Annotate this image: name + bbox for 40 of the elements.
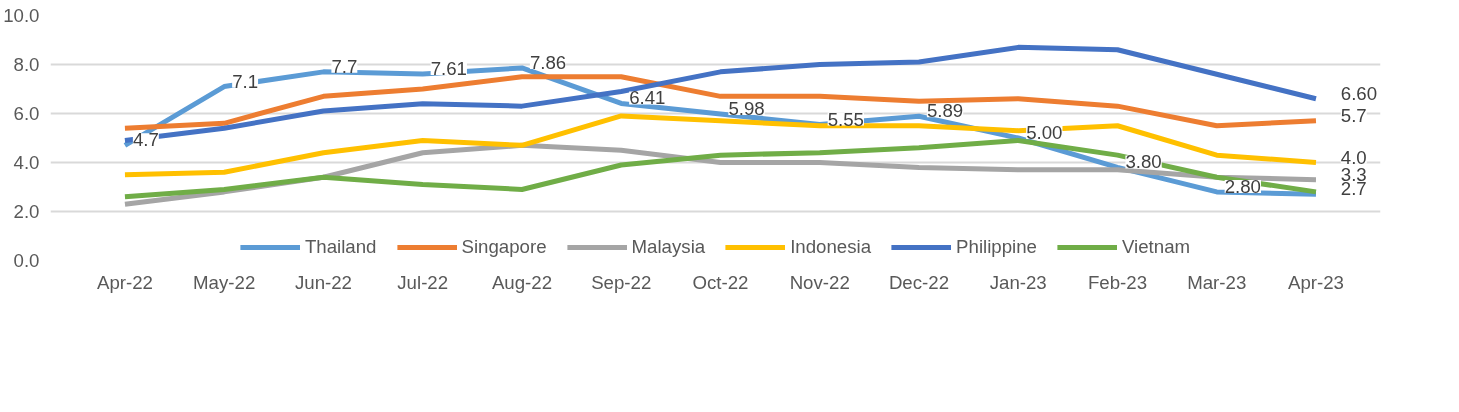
data-label: 4.0 bbox=[1340, 146, 1367, 168]
legend-label: Vietnam bbox=[1121, 236, 1191, 258]
data-label: 3.80 bbox=[1125, 151, 1162, 173]
x-tick-label: Jun-22 bbox=[294, 271, 352, 293]
x-tick-label: Feb-23 bbox=[1087, 271, 1148, 293]
y-tick-label: 8.0 bbox=[13, 54, 40, 75]
legend-label: Singapore bbox=[461, 236, 547, 258]
data-label: 5.89 bbox=[926, 100, 964, 122]
legend-label: Indonesia bbox=[790, 236, 872, 258]
x-tick-label: Sep-22 bbox=[591, 271, 652, 293]
data-label: 5.55 bbox=[827, 108, 864, 130]
data-label: 7.61 bbox=[430, 58, 467, 80]
legend-label: Philippine bbox=[956, 236, 1037, 258]
data-label: 2.80 bbox=[1224, 175, 1261, 197]
data-label: 5.00 bbox=[1026, 122, 1063, 143]
x-tick-label: Dec-22 bbox=[888, 271, 950, 293]
y-tick-label: 2.0 bbox=[13, 201, 40, 222]
x-tick-label: Jan-23 bbox=[989, 271, 1047, 293]
x-tick-label: Aug-22 bbox=[491, 271, 553, 293]
y-tick-label: 10.0 bbox=[3, 5, 40, 26]
legend-label: Malaysia bbox=[631, 236, 706, 258]
data-label: 5.98 bbox=[728, 97, 765, 119]
x-tick-label: Mar-23 bbox=[1187, 271, 1247, 293]
x-tick-label: Oct-22 bbox=[692, 271, 749, 293]
x-tick-label: Jul-22 bbox=[397, 271, 449, 293]
x-tick-label: May-22 bbox=[193, 271, 256, 293]
data-label: 7.1 bbox=[232, 70, 259, 92]
data-label: 7.7 bbox=[331, 55, 358, 77]
data-label: 7.86 bbox=[529, 51, 567, 73]
x-tick-label: Apr-23 bbox=[1287, 271, 1344, 293]
data-label: 4.7 bbox=[132, 129, 159, 151]
legend-label: Thailand bbox=[304, 236, 377, 258]
y-tick-label: 0.0 bbox=[13, 250, 40, 271]
x-tick-label: Nov-22 bbox=[789, 271, 850, 293]
data-label: 6.60 bbox=[1340, 82, 1378, 104]
data-label: 5.7 bbox=[1340, 104, 1367, 126]
y-tick-label: 6.0 bbox=[13, 103, 40, 124]
x-tick-label: Apr-22 bbox=[96, 271, 153, 293]
y-tick-label: 4.0 bbox=[13, 152, 40, 173]
data-label: 6.41 bbox=[629, 87, 666, 109]
